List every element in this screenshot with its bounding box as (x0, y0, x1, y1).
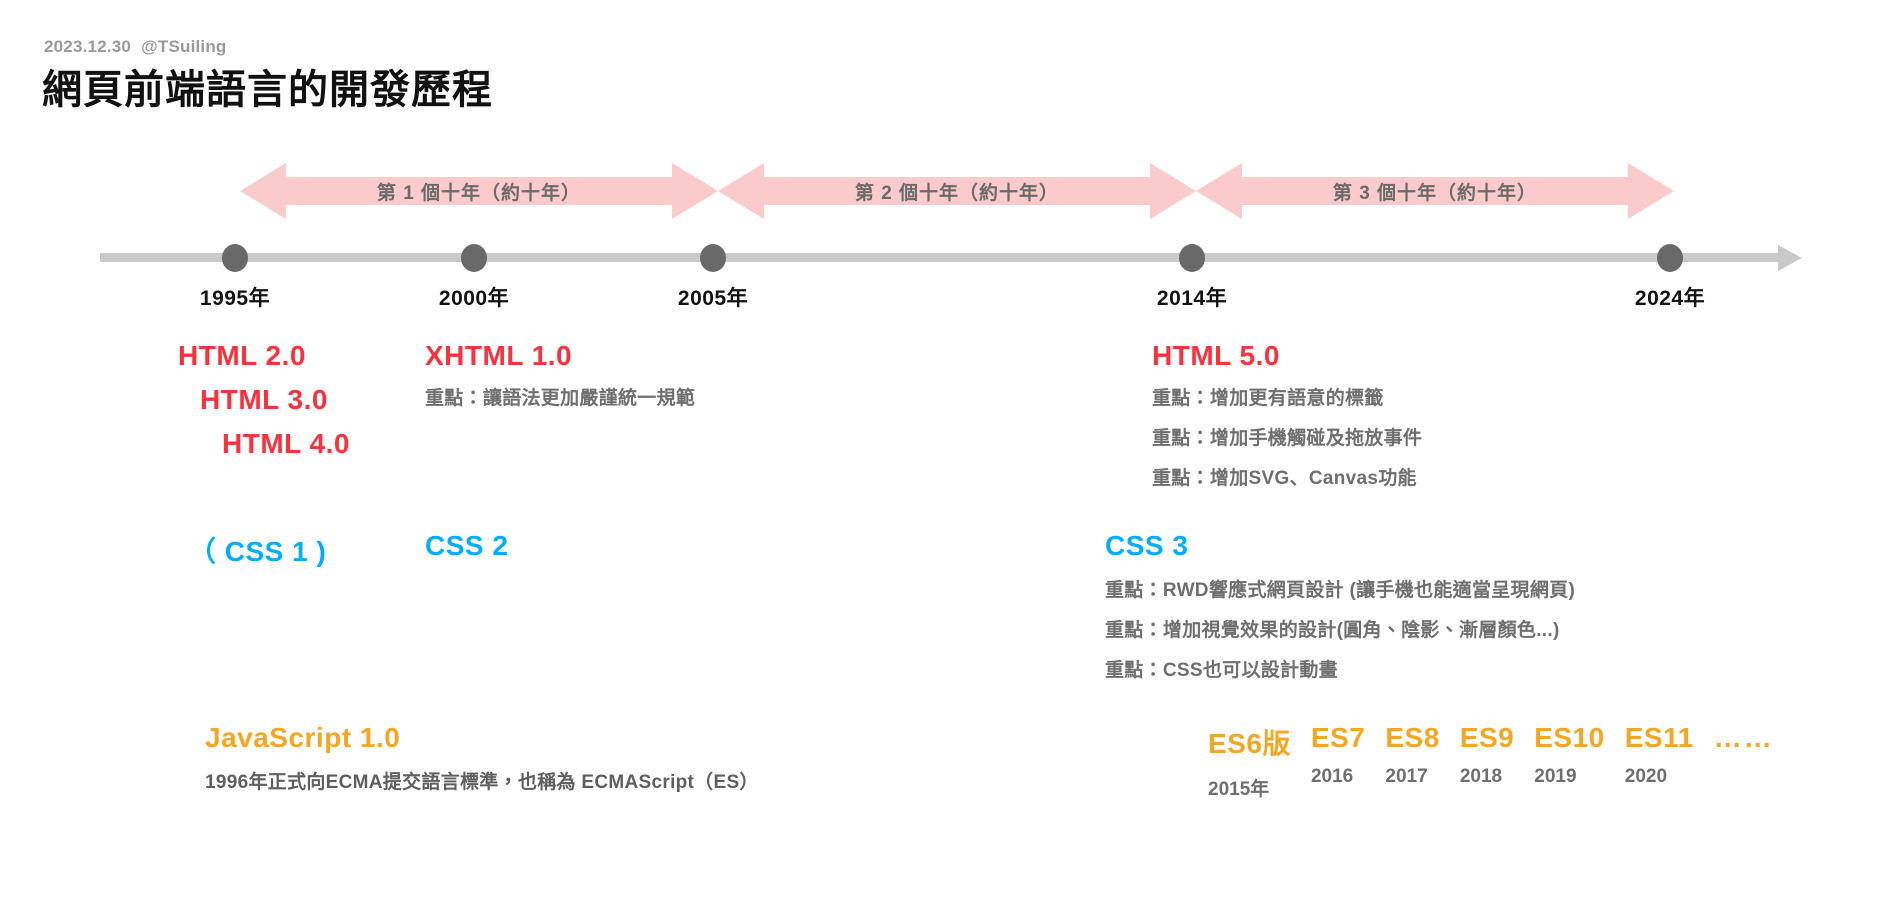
decade-arrow-1-label: 第 1 個十年（約十年） (376, 183, 582, 204)
axis-dot-2005[interactable] (700, 244, 726, 272)
javascript-1-title: JavaScript 1.0 (205, 722, 401, 753)
css-3-detail-1: 重點：RWD響應式網頁設計 (讓手機也能適當呈現網頁) (1105, 580, 1576, 601)
html-group-1995: HTML 2.0 HTML 3.0 HTML 4.0 (178, 340, 350, 460)
decade-arrow-group: 第 1 個十年（約十年） 第 2 個十年（約十年） 第 3 個十年（約十年） (0, 163, 1900, 219)
html-2-label: HTML 2.0 (178, 340, 306, 371)
es-item: ES10 2019 (1534, 722, 1605, 788)
javascript-1-detail-1: 1996年正式向ECMA提交語言標準，也稱為 ECMAScript（ES） (205, 772, 759, 793)
es8-year: 2017 (1385, 766, 1428, 787)
html-5-detail-2: 重點：增加手機觸碰及拖放事件 (1152, 428, 1423, 449)
es9-year: 2018 (1459, 766, 1503, 787)
es10-year: 2019 (1534, 766, 1577, 787)
decade-arrow-2: 第 2 個十年（約十年） (718, 163, 1196, 219)
axis-dot-2014[interactable] (1179, 244, 1205, 272)
html-5-title: HTML 5.0 (1152, 340, 1280, 371)
double-arrow-icon (240, 163, 718, 219)
es-item: ES6版 2015年 (1208, 722, 1291, 801)
es7-year: 2016 (1310, 766, 1354, 787)
css-2-title: CSS 2 (425, 530, 509, 561)
page-title: 網頁前端語言的開發歷程 (42, 68, 493, 112)
xhtml-1-detail-1: 重點：讓語法更加嚴謹統一規範 (425, 388, 696, 409)
css-3-detail-2: 重點：增加視覺效果的設計(圓角、陰影、漸層顏色...) (1105, 620, 1560, 641)
decade-arrow-2-label: 第 2 個十年（約十年） (854, 183, 1060, 204)
axis-line (100, 253, 1784, 262)
header-author: @TSuiling (141, 37, 227, 56)
es-item-more: …… (1714, 722, 1774, 754)
es-item: ES7 2016 (1311, 722, 1365, 788)
css-group-1995: （ CSS 1 ) (188, 530, 326, 570)
axis-label-2014: 2014年 (1156, 287, 1228, 310)
css-3-title: CSS 3 (1105, 530, 1189, 561)
es11-label: ES11 (1624, 722, 1694, 753)
css-3-detail-3: 重點：CSS也可以設計動畫 (1105, 660, 1338, 681)
es6-year: 2015年 (1208, 779, 1270, 800)
es-version-row: ES6版 2015年 ES7 2016 ES8 2017 ES9 2018 ES… (1208, 722, 1794, 801)
html-5-detail-1: 重點：增加更有語意的標籤 (1152, 388, 1384, 409)
es7-label: ES7 (1310, 722, 1366, 753)
axis-label-2024: 2024年 (1634, 287, 1706, 310)
html-group-2014: HTML 5.0 重點：增加更有語意的標籤 重點：增加手機觸碰及拖放事件 重點：… (1152, 340, 1422, 490)
double-arrow-icon (1196, 163, 1674, 219)
es-item: ES8 2017 (1385, 722, 1439, 788)
timeline-axis: 1995年 2000年 2005年 2014年 2024年 (0, 240, 1900, 310)
html-4-label: HTML 4.0 (222, 428, 350, 459)
es6-label: ES6版 (1208, 728, 1291, 759)
header-date: 2023.12.30 (44, 37, 132, 56)
es10-label: ES10 (1534, 722, 1605, 753)
css-1-title: （ CSS 1 ) (188, 536, 327, 567)
html-5-detail-3: 重點：增加SVG、Canvas功能 (1152, 468, 1417, 489)
axis-dot-2024[interactable] (1657, 244, 1683, 272)
es-item: ES9 2018 (1460, 722, 1514, 788)
es11-year: 2020 (1624, 766, 1668, 787)
axis-label-1995: 1995年 (199, 287, 271, 310)
es9-label: ES9 (1459, 722, 1515, 753)
css-group-2014: CSS 3 重點：RWD響應式網頁設計 (讓手機也能適當呈現網頁) 重點：增加視… (1105, 530, 1575, 682)
axis-dot-2000[interactable] (461, 244, 487, 272)
header-meta: 2023.12.30 @TSuiling (44, 37, 227, 57)
axis-arrowhead-icon (1778, 245, 1802, 271)
axis-dot-1995[interactable] (222, 244, 248, 272)
html-3-label: HTML 3.0 (200, 384, 328, 415)
axis-label-2005: 2005年 (677, 287, 749, 310)
js-group-1995: JavaScript 1.0 1996年正式向ECMA提交語言標準，也稱為 EC… (205, 722, 759, 794)
double-arrow-icon (718, 163, 1196, 219)
es-more-label: …… (1713, 722, 1774, 753)
decade-arrow-3: 第 3 個十年（約十年） (1196, 163, 1674, 219)
css-group-2000: CSS 2 (425, 530, 508, 562)
es-item: ES11 2020 (1625, 722, 1694, 788)
html-group-2000: XHTML 1.0 重點：讓語法更加嚴謹統一規範 (425, 340, 695, 410)
decade-arrow-3-label: 第 3 個十年（約十年） (1332, 183, 1538, 204)
decade-arrow-1: 第 1 個十年（約十年） (240, 163, 718, 219)
axis-label-2000: 2000年 (438, 287, 510, 310)
es8-label: ES8 (1385, 722, 1440, 753)
xhtml-1-title: XHTML 1.0 (425, 340, 573, 371)
